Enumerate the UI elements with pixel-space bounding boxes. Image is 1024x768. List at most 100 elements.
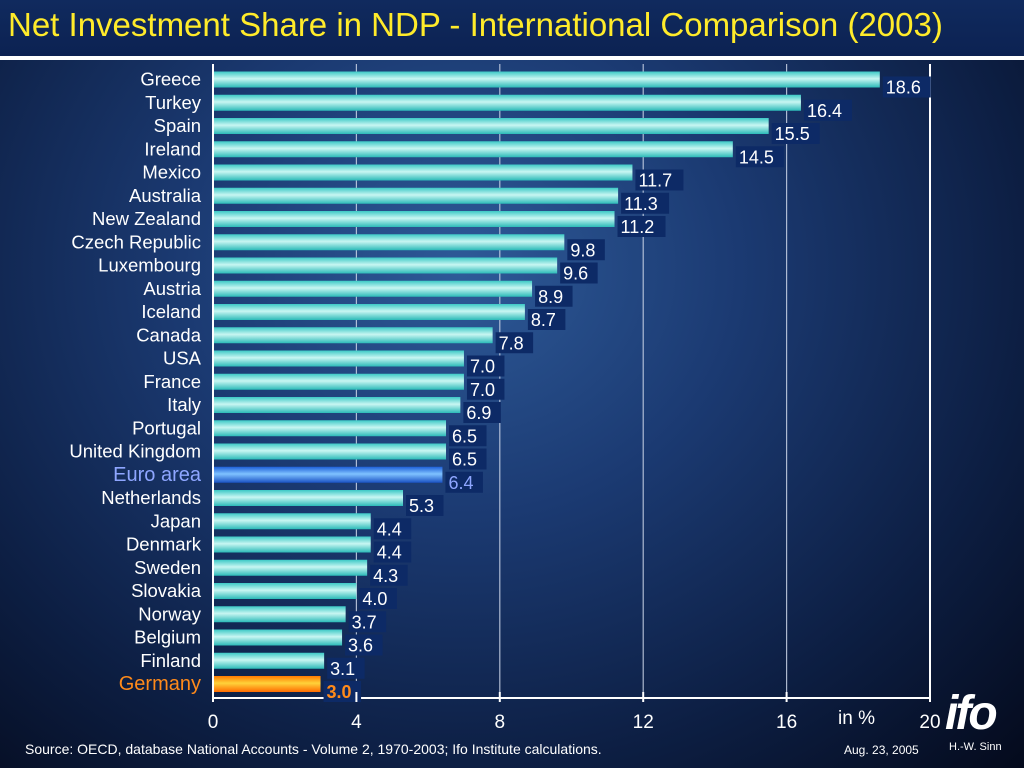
value-label: 7.0 xyxy=(470,380,495,400)
ifo-logo: ifo xyxy=(945,687,998,740)
category-label: Mexico xyxy=(142,162,201,183)
bar xyxy=(214,490,404,506)
value-label-box xyxy=(535,285,573,307)
category-label: Belgium xyxy=(134,627,201,648)
bar xyxy=(214,397,461,413)
bar xyxy=(214,187,619,204)
category-label: USA xyxy=(163,348,202,369)
category-label: Ireland xyxy=(144,138,201,159)
value-label: 6.5 xyxy=(452,450,477,470)
value-label-box xyxy=(463,402,501,423)
x-tick-label: 16 xyxy=(776,712,797,733)
value-label: 9.8 xyxy=(570,240,595,260)
bar xyxy=(214,652,325,669)
bar xyxy=(214,420,447,437)
value-label: 6.5 xyxy=(452,426,477,446)
value-label-box xyxy=(635,169,684,191)
bar xyxy=(214,234,565,251)
value-label: 4.4 xyxy=(377,519,402,539)
category-label: United Kingdom xyxy=(69,441,201,462)
bar-chart: Greece 18.6 Turkey 16.4 Spain 15.5 Ireland 14.5… xyxy=(69,64,941,733)
bar xyxy=(214,257,558,274)
category-label: Portugal xyxy=(132,417,201,438)
value-label: 4.0 xyxy=(362,589,387,609)
category-label: Sweden xyxy=(134,557,201,578)
x-axis-unit-label: in % xyxy=(838,708,875,729)
value-label-box xyxy=(445,471,483,493)
bar xyxy=(214,583,357,599)
category-label: Greece xyxy=(140,69,201,90)
category-label: Finland xyxy=(140,650,201,671)
category-label: Spain xyxy=(154,115,201,136)
bar xyxy=(214,350,464,367)
bar xyxy=(214,211,615,227)
category-label: Luxembourg xyxy=(98,255,201,276)
category-label: Germany xyxy=(119,673,201,695)
value-label-box xyxy=(370,564,408,586)
category-label: Turkey xyxy=(145,92,202,113)
value-label-box xyxy=(348,611,387,633)
category-label: Euro area xyxy=(113,464,202,486)
value-label: 3.6 xyxy=(348,636,373,656)
value-label-box xyxy=(735,146,784,168)
value-label: 5.3 xyxy=(409,496,434,516)
category-label: Japan xyxy=(151,510,201,531)
bar xyxy=(214,280,533,297)
category-label: New Zealand xyxy=(92,208,201,229)
value-label-box xyxy=(495,332,534,354)
value-label: 3.1 xyxy=(330,659,355,679)
title-divider xyxy=(0,56,1024,60)
value-label: 6.9 xyxy=(466,403,491,423)
value-label: 11.3 xyxy=(624,194,658,214)
value-label-box xyxy=(466,355,505,377)
author-label: H.-W. Sinn xyxy=(949,741,1002,753)
value-label-box xyxy=(567,239,605,261)
bar xyxy=(214,513,371,530)
value-label-box xyxy=(323,681,362,702)
value-label: 15.5 xyxy=(775,124,810,144)
value-label-box xyxy=(621,192,670,214)
value-label: 3.7 xyxy=(352,612,377,632)
value-label-box xyxy=(345,634,383,656)
value-label-box xyxy=(803,99,852,121)
value-label: 18.6 xyxy=(886,78,921,98)
x-tick-label: 0 xyxy=(208,712,219,733)
value-label: 7.8 xyxy=(499,333,524,353)
value-label-box xyxy=(560,262,598,284)
value-label-box xyxy=(373,518,412,540)
bar xyxy=(214,629,343,646)
x-tick-label: 12 xyxy=(633,712,654,733)
category-label: Italy xyxy=(167,394,202,415)
value-label-box xyxy=(527,309,566,330)
value-label-box xyxy=(373,541,412,563)
value-label: 16.4 xyxy=(807,101,842,121)
category-label: Slovakia xyxy=(131,580,202,601)
value-label-box xyxy=(466,378,505,400)
value-label-box xyxy=(359,588,397,609)
value-label: 8.9 xyxy=(538,287,563,307)
category-label: Austria xyxy=(143,278,201,299)
value-label: 3.0 xyxy=(327,682,352,702)
x-tick-label: 4 xyxy=(351,712,362,733)
x-tick-label: 20 xyxy=(919,712,940,733)
value-label-box xyxy=(449,425,487,447)
bar xyxy=(214,118,769,134)
value-label-box xyxy=(617,216,666,237)
title-bar: Net Investment Share in NDP - Internatio… xyxy=(0,0,1024,56)
category-label: Norway xyxy=(138,603,201,624)
value-label: 8.7 xyxy=(531,310,556,330)
value-label-box xyxy=(882,76,931,98)
bar xyxy=(214,676,321,692)
value-label: 6.4 xyxy=(448,473,473,493)
bar xyxy=(214,373,464,390)
value-label-box xyxy=(406,495,444,516)
category-label: Denmark xyxy=(126,534,202,555)
bar xyxy=(214,94,801,111)
value-label: 7.0 xyxy=(470,357,495,377)
value-label-box xyxy=(449,448,487,470)
value-label: 11.7 xyxy=(638,171,672,191)
category-label: Iceland xyxy=(141,301,201,322)
category-label: Czech Republic xyxy=(71,231,201,252)
source-note: Source: OECD, database National Accounts… xyxy=(25,741,602,757)
bar xyxy=(214,536,371,553)
